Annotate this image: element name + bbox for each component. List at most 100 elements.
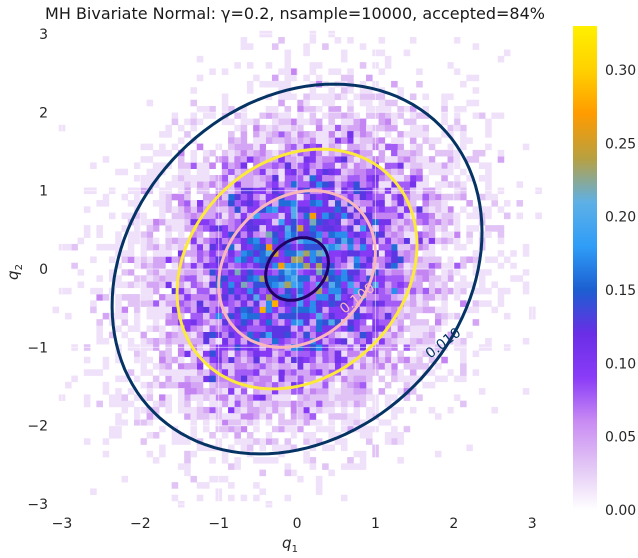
heatmap-cell [246, 218, 254, 226]
heatmap-cell [397, 281, 404, 289]
heatmap-cell [171, 331, 179, 339]
heatmap-cell [165, 225, 172, 232]
heatmap-cell [366, 124, 373, 132]
heatmap-cell [190, 149, 198, 157]
heatmap-cell [491, 193, 498, 201]
heatmap-cell [221, 306, 229, 314]
heatmap-cell [159, 269, 166, 276]
heatmap-cell [328, 162, 335, 169]
heatmap-cell [121, 269, 129, 276]
heatmap-cell [221, 431, 229, 439]
heatmap-cell [278, 312, 285, 320]
heatmap-cell [403, 162, 411, 169]
heatmap-cell [315, 300, 323, 307]
heatmap-cell [460, 337, 467, 345]
heatmap-cell [347, 143, 354, 151]
heatmap-cell [384, 243, 392, 251]
heatmap-cell [366, 99, 373, 107]
heatmap-cell [152, 262, 160, 270]
heatmap-cell [190, 250, 198, 257]
heatmap-cell [309, 281, 317, 289]
heatmap-cell [434, 181, 442, 188]
heatmap-cell [284, 438, 292, 445]
heatmap-cell [441, 231, 448, 238]
heatmap-cell [303, 350, 310, 358]
heatmap-cell [259, 394, 266, 401]
heatmap-cell [184, 369, 191, 376]
heatmap-cell [466, 237, 473, 245]
heatmap-cell [353, 331, 361, 339]
heatmap-cell [428, 225, 436, 232]
heatmap-cell [391, 250, 398, 257]
heatmap-cell [297, 312, 304, 320]
heatmap-cell [284, 262, 292, 270]
heatmap-cell [416, 212, 423, 220]
heatmap-cell [334, 350, 342, 358]
heatmap-cell [403, 269, 411, 276]
heatmap-cell [246, 325, 254, 332]
heatmap-cell [96, 369, 103, 376]
heatmap-cell [290, 419, 298, 427]
heatmap-cell [127, 400, 135, 408]
heatmap-cell [366, 406, 373, 414]
heatmap-cell [221, 156, 229, 163]
heatmap-cell [328, 406, 335, 414]
heatmap-cell [340, 256, 348, 264]
heatmap-cell [140, 331, 147, 339]
heatmap-cell [290, 287, 298, 295]
heatmap-cell [359, 400, 367, 408]
heatmap-cell [315, 156, 323, 163]
heatmap-cell [177, 388, 185, 395]
heatmap-cell [297, 400, 304, 408]
heatmap-cell [253, 275, 260, 282]
heatmap-cell [353, 262, 361, 270]
heatmap-cell [190, 350, 198, 358]
heatmap-cell [334, 162, 342, 169]
heatmap-cell [121, 375, 129, 383]
heatmap-cell [428, 331, 436, 339]
heatmap-cell [397, 262, 404, 270]
heatmap-cell [108, 394, 116, 401]
heatmap-cell [397, 337, 404, 345]
heatmap-cell [303, 162, 310, 169]
heatmap-cell [334, 375, 342, 383]
heatmap-cell [347, 137, 354, 144]
heatmap-cell [246, 369, 254, 376]
heatmap-cell [246, 350, 254, 358]
heatmap-cell [322, 444, 329, 452]
heatmap-cell [221, 363, 229, 370]
heatmap-cell [378, 262, 386, 270]
heatmap-cell [397, 312, 404, 320]
heatmap-cell [209, 331, 216, 339]
heatmap-cell [328, 68, 335, 75]
heatmap-cell [353, 250, 361, 257]
heatmap-cell [391, 300, 398, 307]
heatmap-cell [115, 394, 122, 401]
heatmap-cell [297, 231, 304, 238]
heatmap-cell [65, 381, 72, 389]
heatmap-cell [322, 463, 329, 470]
heatmap-cell [146, 287, 154, 295]
heatmap-cell [240, 438, 248, 445]
heatmap-cell [453, 149, 461, 157]
heatmap-cell [340, 49, 348, 57]
heatmap-cell [409, 300, 417, 307]
heatmap-cell [340, 156, 348, 163]
heatmap-cell [228, 406, 235, 414]
heatmap-cell [184, 463, 191, 470]
heatmap-cell [202, 425, 210, 433]
heatmap-cell [359, 124, 367, 132]
heatmap-cell [271, 325, 279, 332]
heatmap-cell [228, 200, 235, 207]
heatmap-cell [391, 137, 398, 144]
heatmap-cell [409, 281, 417, 289]
heatmap-cell [353, 413, 361, 420]
heatmap-cell [234, 406, 241, 414]
heatmap-cell [397, 350, 404, 358]
heatmap-cell [416, 112, 423, 119]
heatmap-cell [485, 300, 492, 307]
heatmap-cell [340, 55, 348, 63]
heatmap-cell [177, 463, 185, 470]
heatmap-cell [228, 356, 235, 364]
heatmap-cell [497, 55, 505, 63]
